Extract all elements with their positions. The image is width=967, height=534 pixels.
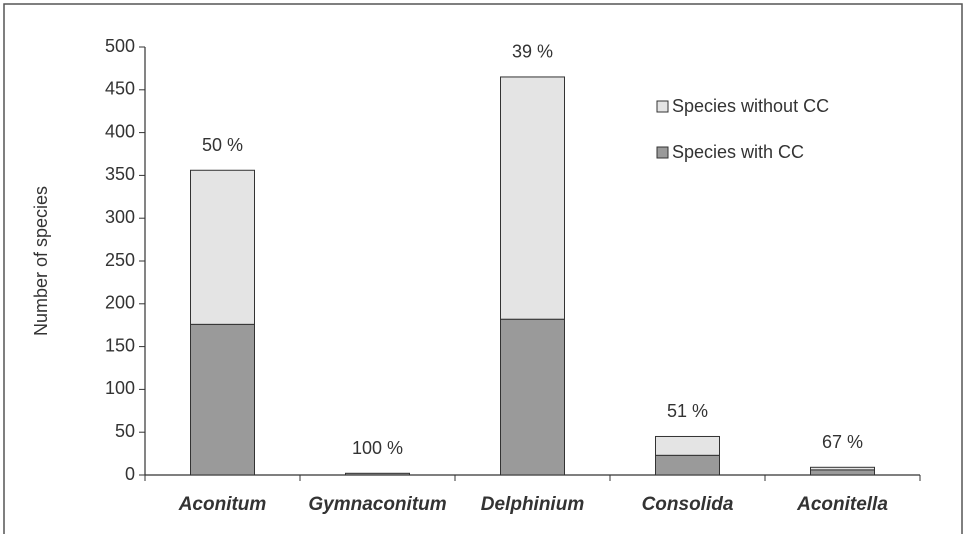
x-tick-label: Aconitella <box>796 494 888 515</box>
bar-segment <box>500 76 565 320</box>
y-tick-label: 50 <box>115 421 135 441</box>
legend-swatch <box>656 146 669 159</box>
legend-label: Species without CC <box>672 96 829 116</box>
y-tick-label: 350 <box>105 164 135 184</box>
x-tick-label: Gymnaconitum <box>308 494 446 515</box>
bar-segment <box>655 435 720 456</box>
bar-segment <box>810 466 875 471</box>
y-tick-label: 300 <box>105 207 135 227</box>
y-axis-label: Number of species <box>31 186 51 336</box>
frame <box>3 3 963 534</box>
x-tick-label: Aconitum <box>178 494 267 515</box>
y-tick-label: 0 <box>125 464 135 484</box>
bar-annotation: 67 % <box>822 432 863 452</box>
bar-annotation: 50 % <box>202 135 243 155</box>
bar-segment <box>190 169 255 325</box>
y-tick-label: 500 <box>105 36 135 56</box>
y-tick-label: 400 <box>105 121 135 141</box>
y-tick-label: 150 <box>105 335 135 355</box>
y-tick-label: 450 <box>105 79 135 99</box>
bar-annotation: 100 % <box>352 438 403 458</box>
x-tick-label: Delphinium <box>481 494 585 515</box>
legend-label: Species with CC <box>672 142 804 162</box>
bar-annotation: 39 % <box>512 42 553 62</box>
bar-segment <box>345 472 410 476</box>
bar-segment <box>810 469 875 476</box>
x-tick-label: Consolida <box>642 494 734 515</box>
bar-annotation: 51 % <box>667 401 708 421</box>
bar-segment <box>655 454 720 476</box>
y-tick-label: 200 <box>105 293 135 313</box>
y-tick-label: 100 <box>105 378 135 398</box>
bar-segment <box>500 318 565 476</box>
bar-segment <box>190 323 255 476</box>
legend-swatch <box>656 100 669 113</box>
y-tick-label: 250 <box>105 250 135 270</box>
